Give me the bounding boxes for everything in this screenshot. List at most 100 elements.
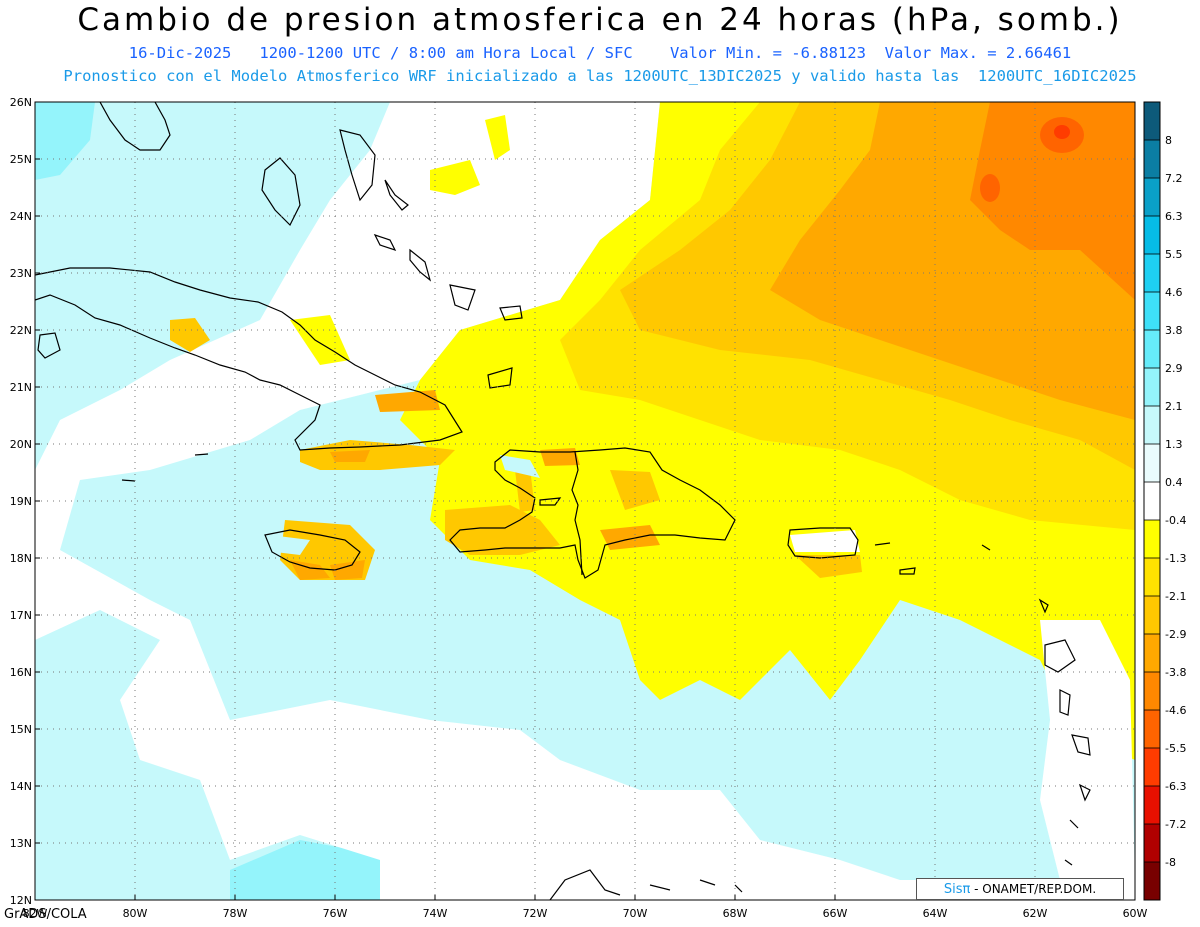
field-orange-patch — [610, 470, 660, 510]
isla-juventud-coast — [37, 332, 61, 359]
lat-label: 24N — [10, 210, 32, 223]
colorbar-label: 1.3 — [1165, 438, 1183, 451]
bahamas-cat-island — [373, 233, 397, 252]
colorbar-frame — [1143, 101, 1161, 901]
grads-credit: GrADS/COLA — [4, 907, 87, 922]
colorbar-swatch — [1144, 330, 1160, 369]
field-neutral — [35, 102, 1135, 900]
colorbar-swatch — [1144, 292, 1160, 331]
gonave-island — [539, 497, 562, 506]
field-yellow-patch — [485, 115, 510, 160]
aruba-curacao — [649, 884, 671, 891]
colorbar-label: 7.2 — [1165, 172, 1183, 185]
colorbar-label: 2.1 — [1165, 400, 1183, 413]
logo-mark: Sisπ — [943, 882, 971, 897]
field-orange-patch — [375, 390, 440, 412]
colorbar-label: -6.3 — [1165, 780, 1186, 793]
martinique — [1071, 734, 1091, 756]
colorbar-label: 8 — [1165, 134, 1172, 147]
field-island-interior — [270, 535, 310, 555]
st-vincent — [1069, 819, 1079, 829]
cayman-islands — [194, 453, 209, 456]
field-layer — [35, 102, 1135, 900]
colorbar-label: -7.2 — [1165, 818, 1186, 831]
colorbar-swatch — [1144, 406, 1160, 445]
colorbar-label: -4.6 — [1165, 704, 1186, 717]
field-orange-band — [330, 450, 370, 462]
colorbar-label: 4.6 — [1165, 286, 1183, 299]
lon-label: 66W — [823, 907, 848, 920]
field-orange-patch — [540, 448, 580, 466]
hispaniola-coast — [449, 447, 736, 579]
colorbar-label: -0.4 — [1165, 514, 1186, 527]
colorbar-swatch — [1144, 444, 1160, 483]
lat-label: 20N — [10, 438, 32, 451]
bahamas-mayaguana — [487, 367, 513, 389]
dominica — [1059, 689, 1071, 716]
lat-label: 13N — [10, 837, 32, 850]
longitude-labels: 82W 80W 78W 76W 74W 72W 70W 68W 66W 64W 62W 60W — [23, 907, 1148, 920]
colorbar-swatch — [1144, 634, 1160, 673]
field-island-interior — [790, 530, 860, 552]
lon-label: 62W — [1023, 907, 1048, 920]
lat-label: 25N — [10, 153, 32, 166]
lat-label: 19N — [10, 495, 32, 508]
colorbar-label: -2.9 — [1165, 628, 1186, 641]
lat-label: 17N — [10, 609, 32, 622]
colorbar-swatch — [1144, 482, 1160, 521]
colorbar-swatch — [1144, 178, 1160, 217]
lon-label: 80W — [123, 907, 148, 920]
jamaica-coast — [264, 529, 361, 571]
guadeloupe — [1044, 639, 1076, 673]
field-yellow-patch — [430, 160, 480, 195]
colorbar-swatch — [1144, 862, 1160, 901]
field-cyan-patch — [35, 102, 95, 180]
cuba-coast — [35, 267, 463, 451]
lat-label: 16N — [10, 666, 32, 679]
lat-label: 22N — [10, 324, 32, 337]
lon-label: 78W — [223, 907, 248, 920]
colorbar-label: 5.5 — [1165, 248, 1183, 261]
lat-label: 23N — [10, 267, 32, 280]
subtitle-model-info: Pronostico con el Modelo Atmosferico WRF… — [63, 67, 1137, 85]
field-orange-patch — [515, 468, 535, 512]
haiti-dr-border — [571, 451, 583, 576]
latitude-labels: 26N 25N 24N 23N 22N 21N 20N 19N 18N 17N 16N 15N 14N 1… — [10, 96, 32, 907]
colorbar-label: -5.5 — [1165, 742, 1186, 755]
field-island-interior — [500, 455, 540, 478]
sispi-logo: Sisπ - ONAMET/REP.DOM. — [916, 878, 1124, 900]
subtitle-date-range: 16-Dic-2025 1200-1200 UTC / 8:00 am Hora… — [128, 44, 1072, 62]
colorbar-label: 2.9 — [1165, 362, 1183, 375]
lon-label: 74W — [423, 907, 448, 920]
field-orange-patch — [600, 525, 660, 550]
virgin-islands — [874, 542, 891, 546]
bahamas-eleuthera — [384, 179, 409, 211]
lon-label: 72W — [523, 907, 548, 920]
map-frame — [34, 101, 1136, 901]
colorbar-swatch — [1144, 140, 1160, 179]
colorbar-swatch — [1144, 216, 1160, 255]
lat-label: 14N — [10, 780, 32, 793]
bahamas-long-island — [409, 248, 432, 282]
colorbar: 8 7.2 6.3 5.5 4.6 3.8 2.9 2.1 1.3 0.4 -0.4 -1.3 -2.1… — [1143, 101, 1186, 901]
lat-label: 18N — [10, 552, 32, 565]
lat-label: 12N — [10, 894, 32, 907]
colorbar-swatch — [1144, 102, 1160, 141]
logo-text: - ONAMET/REP.DOM. — [970, 882, 1097, 896]
lon-label: 64W — [923, 907, 948, 920]
st-croix — [899, 567, 916, 575]
field-orange-patch — [795, 555, 862, 578]
bahamas-andros — [261, 157, 301, 227]
colorbar-label: -3.8 — [1165, 666, 1186, 679]
field-orange-patch — [330, 560, 365, 580]
colorbar-label: -2.1 — [1165, 590, 1186, 603]
lon-label: 68W — [723, 907, 748, 920]
colorbar-label: -1.3 — [1165, 552, 1186, 565]
colorbar-swatch — [1144, 710, 1160, 749]
lon-label: 60W — [1123, 907, 1148, 920]
field-negative-5 — [970, 102, 1135, 300]
coastlines — [35, 102, 1091, 900]
colorbar-label: -8 — [1165, 856, 1176, 869]
field-negative-7 — [1054, 125, 1070, 139]
